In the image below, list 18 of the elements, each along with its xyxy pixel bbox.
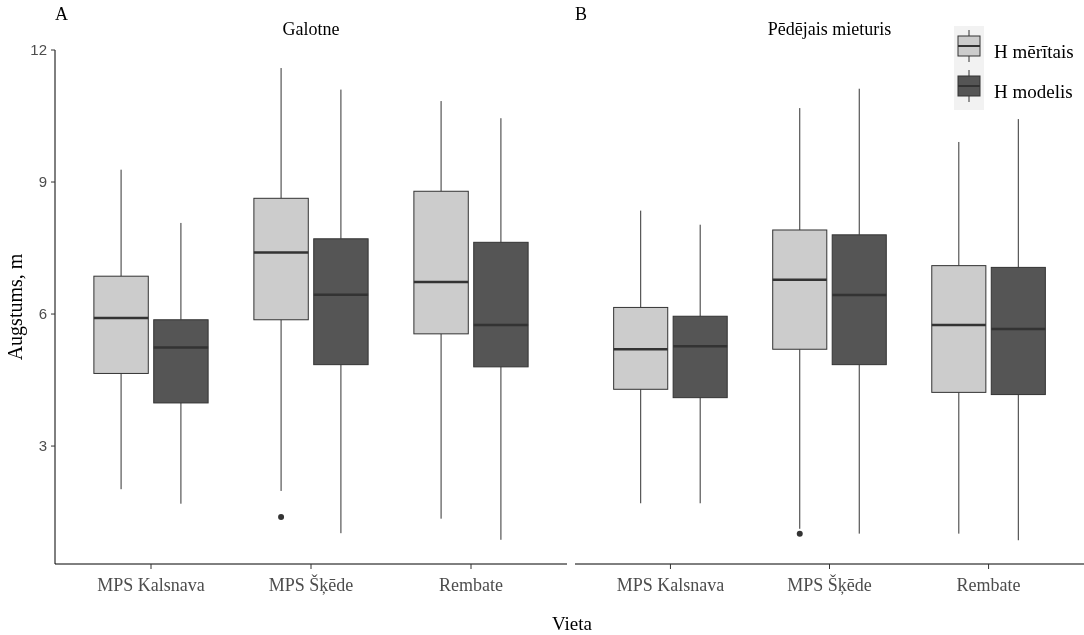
y-axis-title: Augstums, m [4, 253, 27, 361]
x-tick-label: Rembate [439, 575, 503, 595]
y-tick-label: 6 [38, 305, 47, 323]
text: A [55, 4, 68, 24]
text: B [575, 4, 588, 24]
y-tick-label: 3 [38, 437, 47, 455]
x-tick-label: Rembate [956, 575, 1021, 595]
x-axis-title: Vieta [551, 613, 593, 634]
chart-title: Galotne [282, 19, 340, 39]
x-tick-label: MPS Kalsnava [616, 575, 725, 595]
legend-label: H modelis [994, 81, 1073, 102]
y-tick-label: 9 [38, 173, 47, 191]
chart-title: Pēdējais mieturis [767, 19, 892, 39]
x-tick-label: MPS Kalsnava [97, 575, 205, 595]
x-tick-label: MPS Šķēde [787, 574, 872, 595]
y-tick-label: 12 [30, 41, 47, 59]
legend-label: H mērītais [994, 41, 1074, 62]
x-tick-label: MPS Šķēde [268, 574, 354, 595]
